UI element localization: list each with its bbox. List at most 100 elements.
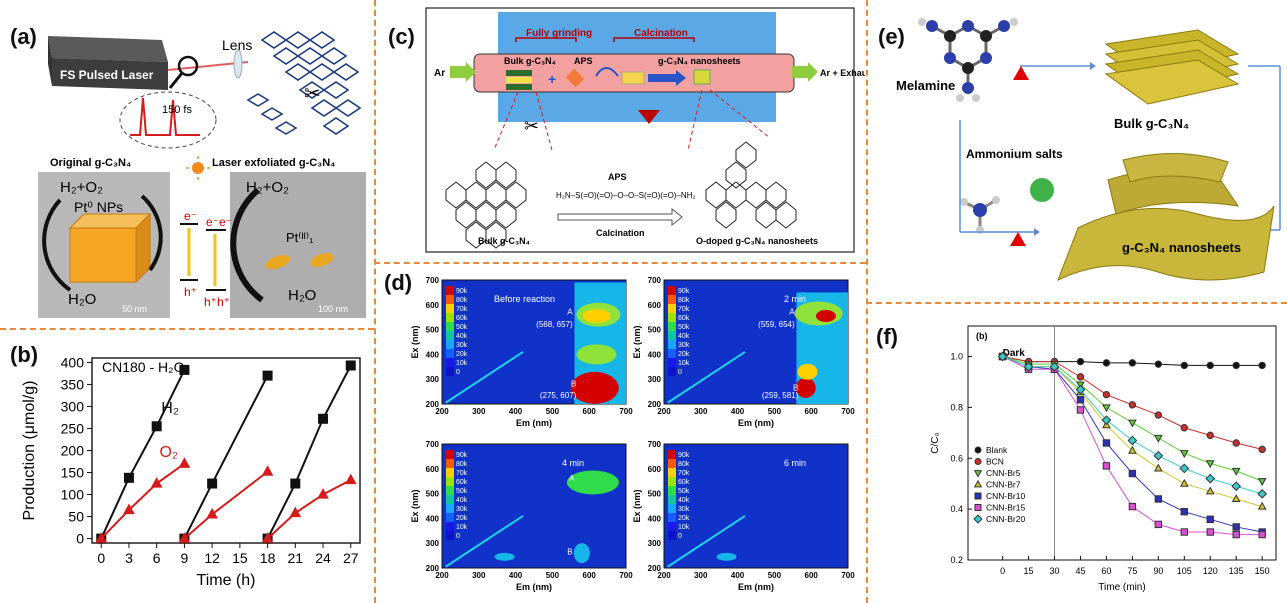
eem-title-0: Before reaction (494, 294, 555, 304)
series-5-point (1232, 530, 1240, 539)
plus-icon: + (548, 71, 556, 87)
colorbar-0-cell (446, 295, 454, 304)
colorbar-1-label: 10k (678, 360, 690, 367)
cycle-arrow-right (230, 187, 264, 303)
y-tick-label: 0.2 (950, 555, 963, 565)
series-0-point (1232, 361, 1240, 370)
series-5-point (1076, 406, 1085, 414)
series-1-point (261, 465, 274, 476)
series-0-point (179, 364, 190, 375)
eem-scatter-2 (445, 515, 524, 568)
eem-1-x-tick: 700 (841, 407, 855, 416)
legend-marker-6 (973, 514, 983, 524)
series-1-point (317, 488, 329, 499)
scissors-icon: ✂ (304, 83, 321, 105)
colorbar-0-cell (446, 367, 454, 376)
eem-3-xlabel: Em (nm) (738, 582, 774, 592)
series-5-point (1102, 462, 1111, 470)
colorbar-3-label: 80k (678, 461, 690, 468)
series-3-point (1205, 486, 1215, 495)
series-5-point (1206, 528, 1214, 536)
x-tick-label: 24 (315, 550, 331, 566)
colorbar-3-cell (668, 504, 676, 513)
divider-left (374, 0, 376, 603)
colorbar-3-label: 60k (678, 479, 690, 486)
panel-e: (e) Melamine Bulk g-C₃N₄ Ammonium salts (868, 0, 1287, 300)
legend-marker-0 (974, 446, 982, 454)
series-0-point (1076, 357, 1085, 366)
series-6-point (1075, 384, 1086, 395)
series-4-point (1154, 495, 1163, 503)
eem-2-x-tick: 700 (619, 571, 633, 580)
colorbar-2-label: 90k (456, 452, 468, 459)
eem-1-x-tick: 500 (768, 407, 782, 416)
series-5-point (1154, 520, 1163, 529)
plot-frame (967, 325, 1277, 561)
series-0-point (318, 413, 329, 424)
melamine-molecule-icon (918, 18, 1018, 102)
series-6-point (1049, 361, 1060, 372)
series-0-point (1258, 361, 1266, 370)
pt-cube-front (69, 227, 137, 283)
y-tick-label: 0.4 (950, 504, 963, 514)
legend-label-6: CNN-Br20 (986, 514, 1025, 524)
series-5-point (1128, 502, 1137, 511)
divider-ef (866, 302, 1287, 304)
eem-label-a-0: A (567, 308, 573, 317)
eem-1-x-tick: 400 (731, 407, 745, 416)
eem-2-xlabel: Em (nm) (516, 582, 552, 592)
series-0-point (290, 478, 301, 489)
series-6-point (997, 351, 1008, 362)
series-1-point (344, 473, 357, 485)
series-6-point (1179, 463, 1190, 474)
eem-peak-a (566, 470, 619, 495)
colorbar-2-cell (446, 504, 454, 513)
pulse-label: 150 fs (162, 104, 192, 116)
series-0-line-0 (100, 369, 186, 540)
series-4-point (1206, 515, 1214, 524)
colorbar-0-label: 30k (456, 342, 468, 349)
series-1-point (1180, 424, 1188, 432)
series-4-point (1102, 439, 1111, 447)
magnifier-icon (177, 55, 199, 77)
eem-1-y-tick: 300 (648, 375, 662, 384)
legend-marker-1 (974, 458, 982, 465)
panel-f: (f) (b) Dark 0 15 30 45 60 75 90 105 120 135 150 0.2 0… (868, 304, 1287, 603)
colorbar-0-cell (446, 340, 454, 349)
pt-single-label: Pt⁽ᴵᴵ⁾₁ (286, 230, 314, 245)
y-tick-label: 400 (61, 354, 85, 370)
y-axis-label: Production (μmol/g) (21, 381, 38, 521)
eem-1-y-tick: 700 (648, 276, 662, 285)
series-1-point (1232, 439, 1240, 447)
eem-3-x-tick: 600 (805, 571, 819, 580)
legend-marker-2 (973, 470, 983, 478)
y-tick-label: 150 (61, 465, 85, 481)
colorbar-1-cell (668, 340, 676, 349)
series-5-point (1180, 528, 1188, 536)
eem-label-a-1: A (789, 308, 795, 317)
divider-right (866, 0, 868, 603)
colorbar-2-label: 30k (456, 506, 468, 513)
colorbar-0-label: 0 (456, 369, 460, 376)
series-6-point (1205, 473, 1216, 484)
eem-label-b-2: B (567, 547, 572, 556)
x-tick-label: 0 (97, 550, 105, 566)
eem-3-ylabel: Ex (nm) (632, 489, 642, 522)
chart-legend: CN180 - H₂O (102, 359, 185, 375)
process-arrow (648, 70, 686, 86)
colorbar-2-cell (446, 522, 454, 531)
y-tick-label: 350 (61, 376, 85, 392)
x-tick-label: 9 (181, 550, 189, 566)
colorbar-3-cell (668, 459, 676, 468)
y-axis-label: C/C₀ (930, 432, 941, 453)
aps-crystal-icon (565, 68, 585, 88)
scale-left: 50 nm (122, 304, 147, 314)
series-2-point (1128, 419, 1137, 428)
series-4-point (1128, 469, 1137, 478)
eem-peak-b (795, 377, 816, 398)
eem-coord-b-0: (275, 607) (540, 391, 577, 400)
series-5-point (1258, 530, 1266, 539)
colorbar-0-label: 40k (456, 333, 468, 340)
colorbar-3-cell (668, 513, 676, 522)
x-tick-label: 12 (204, 550, 220, 566)
